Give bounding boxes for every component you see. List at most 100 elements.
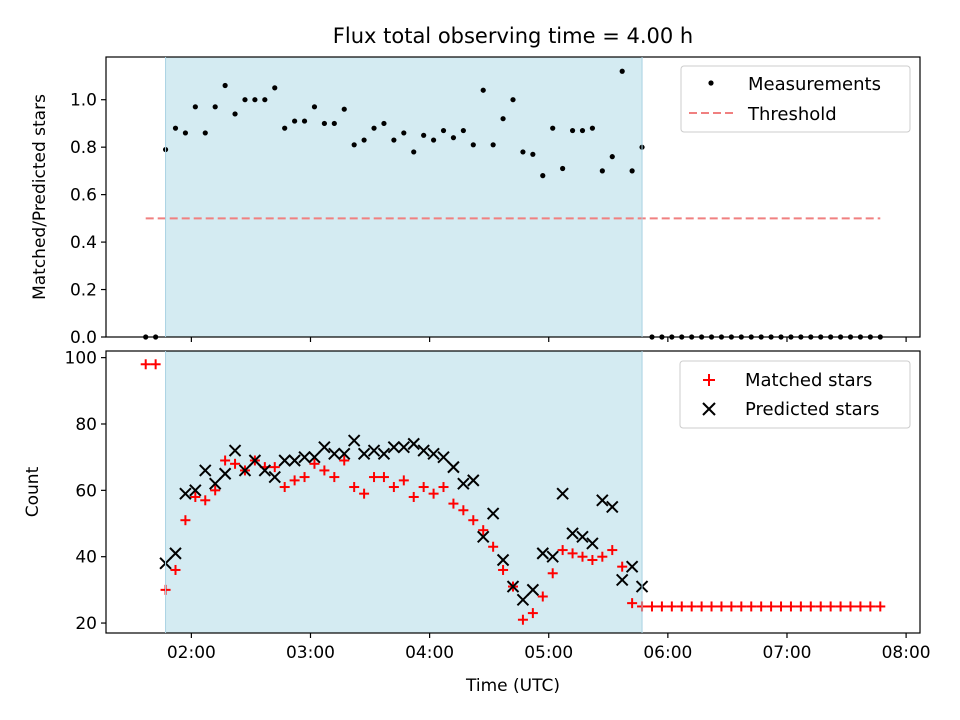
predicted-star-point [377,447,391,461]
measurement-point [242,97,248,103]
x-tick-label: 05:00 [524,643,573,663]
measurement-point [292,118,298,124]
predicted-star-point [556,487,569,500]
predicted-star-point [338,447,351,461]
matched-star-point [488,541,499,552]
matched-star-point [805,601,816,612]
measurement-point [480,87,486,93]
predicted-star-point [228,444,242,457]
matched-star-point [865,601,876,612]
predicted-star-point [169,547,182,560]
predicted-star-point [457,477,470,490]
predicted-star-point [278,454,291,467]
bottom-legend: Matched stars Predicted stars [679,360,911,429]
measurement-point [282,125,288,131]
matched-star-point [557,545,568,556]
y-tick-label: 1.0 [70,91,97,111]
predicted-star-point [328,447,341,461]
matched-star-point [696,601,707,612]
matched-star-point [716,601,727,612]
predicted-star-point [218,467,232,480]
matched-star-point [627,598,638,609]
matched-star-point [855,601,866,612]
predicted-star-point [566,527,579,540]
matched-star-point [795,601,806,612]
matched-star-point [766,601,777,612]
matched-star-point [537,591,548,602]
matched-star-point [438,482,449,493]
predicted-star-point [596,494,609,507]
predicted-star-point [268,470,281,484]
matched-star-point [617,561,628,572]
measurement-point [579,127,586,134]
matched-star-point [150,359,161,370]
predicted-star-point [367,444,381,457]
predicted-star-point [427,447,440,461]
predicted-star-point [308,450,321,464]
matched-star-point [200,495,211,506]
matched-star-point [448,498,459,509]
measurement-point [351,142,357,148]
matched-star-point [230,458,241,469]
matched-star-point [776,601,787,612]
top-legend-box [680,65,911,133]
legend-measurements-label: Measurements [748,74,881,95]
predicted-star-point [189,484,202,497]
measurement-point [560,165,566,172]
matched-star-point [597,551,608,562]
measurement-point [182,130,189,136]
matched-star-point [666,601,677,612]
measurement-point [311,104,318,110]
top-ylabel: Matched/Predicted stars [30,94,50,300]
matched-star-point [478,525,489,536]
predicted-star-point [506,580,520,593]
y-tick-label: 20 [75,614,97,634]
bottom-axes-frame [105,350,921,634]
bottom-xlabel: Time (UTC) [465,676,560,696]
y-tick-label: 60 [75,481,97,501]
measurement-point [411,149,417,155]
matched-star-point [190,491,201,502]
bottom-shaded-interval [165,351,643,633]
measurement-point [510,97,516,103]
measurement-point [520,149,526,155]
predicted-star-point [417,444,430,457]
predicted-star-point [288,454,301,467]
predicted-star-point [606,500,619,514]
measurement-point [599,168,605,174]
y-tick-label: 0.4 [70,233,97,253]
matched-star-point [726,601,737,612]
measurement-point [222,82,228,89]
predicted-star-point [258,464,272,477]
matched-star-point [269,462,280,473]
top-axes-frame [105,56,921,338]
matched-star-point [408,491,419,502]
measurement-point [212,104,218,110]
x-tick-label: 06:00 [643,643,692,663]
measurement-point [440,127,447,134]
matched-star-point [517,614,528,625]
legend-threshold-label: Threshold [747,104,837,125]
bottom-legend-box [679,360,911,429]
predicted-star-point [447,460,460,474]
predicted-star-point [586,537,599,550]
matched-star-point [656,601,667,612]
matched-star-point [458,505,469,516]
matched-star-point [309,458,320,469]
measurement-point [391,137,397,143]
measurement-point [331,120,337,127]
measurement-point [500,116,506,122]
measurement-point [430,137,437,143]
predicted-star-point [546,550,559,563]
matched-star-point [607,545,618,556]
measurement-point [272,85,278,91]
matched-star-point [498,564,509,575]
measurement-point [301,118,308,124]
y-tick-label: 0.6 [70,186,97,206]
x-tick-label: 03:00 [286,643,335,663]
matched-star-point [577,551,588,562]
measurement-point [470,142,476,148]
y-tick-label: 40 [75,548,97,568]
legend-measurements-marker [708,80,714,86]
predicted-star-point [477,530,490,543]
